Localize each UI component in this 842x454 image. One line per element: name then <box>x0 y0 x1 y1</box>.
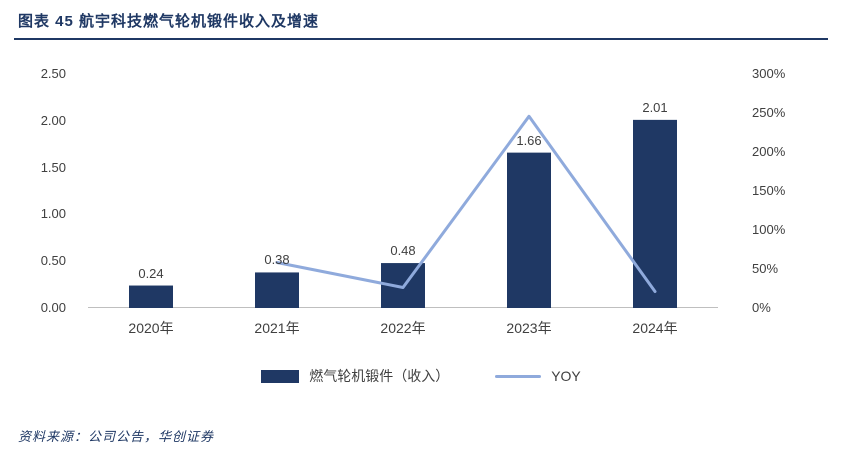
x-axis-label: 2023年 <box>506 320 552 336</box>
x-axis-label: 2024年 <box>632 320 678 336</box>
figure-header: 图表 45 航宇科技燃气轮机锻件收入及增速 <box>14 8 828 40</box>
left-axis-tick: 0.00 <box>40 300 66 315</box>
bar-2023年 <box>507 152 551 308</box>
x-axis: 2020年 2021年 2022年 2023年 2024年 <box>88 318 718 338</box>
x-axis-label: 2022年 <box>380 320 426 336</box>
right-axis-tick: 300% <box>752 66 786 81</box>
left-axis-tick: 2.00 <box>40 112 66 128</box>
bar-value-label: 0.48 <box>390 243 416 259</box>
right-axis: 300% 250% 200% 150% 100% 50% 0% <box>752 66 812 315</box>
right-axis-tick: 100% <box>752 222 786 237</box>
x-axis-label: 2021年 <box>254 320 300 336</box>
right-axis-tick: 50% <box>752 261 779 276</box>
left-axis-tick: 0.50 <box>40 253 66 269</box>
legend-bar-label: 燃气轮机锻件（收入） <box>309 368 450 384</box>
yoy-line <box>275 114 657 293</box>
left-axis-tick: 1.00 <box>40 206 66 222</box>
right-axis-tick: 150% <box>752 183 786 198</box>
left-axis-tick: 1.50 <box>40 159 66 175</box>
chart-svg <box>88 114 718 308</box>
x-axis-label: 2020年 <box>128 320 174 336</box>
bar-value-label: 1.66 <box>516 132 542 148</box>
right-axis-tick: 200% <box>752 144 786 159</box>
legend-line-swatch <box>495 374 542 378</box>
bar-value-label: 0.24 <box>138 265 164 281</box>
bar-value-label: 2.01 <box>642 99 668 115</box>
bar-2021年 <box>255 272 299 308</box>
right-axis-tick: 0% <box>752 300 771 315</box>
legend: 燃气轮机锻件（收入） YOY <box>0 366 842 386</box>
bar-value-label: 0.38 <box>264 252 290 268</box>
bar-2024年 <box>633 119 677 308</box>
legend-bar-swatch <box>261 369 300 383</box>
right-axis-tick: 250% <box>752 105 786 120</box>
bar-2020年 <box>129 285 173 308</box>
left-axis: 2.50 2.00 1.50 1.00 0.50 0.00 <box>30 66 66 315</box>
figure-title: 图表 45 航宇科技燃气轮机锻件收入及增速 <box>18 13 320 30</box>
source-note: 资料来源：公司公告，华创证券 <box>18 429 215 444</box>
legend-line-label: YOY <box>551 368 581 384</box>
left-axis-tick: 2.50 <box>40 66 66 81</box>
plot-area: 0.24 0.38 0.48 1.66 2.01 <box>88 74 718 308</box>
